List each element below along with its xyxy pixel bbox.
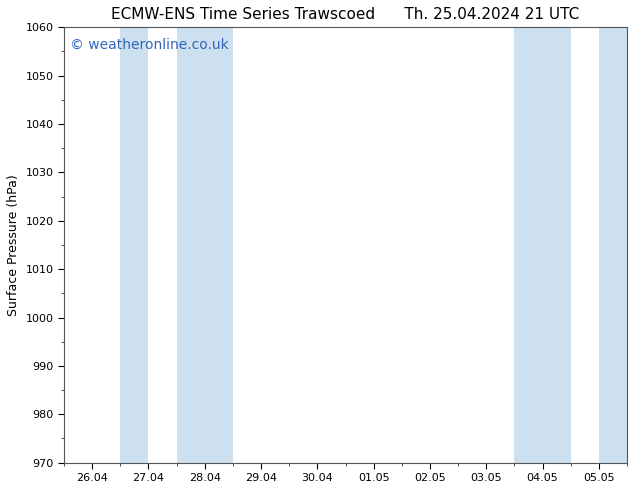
Title: ECMW-ENS Time Series Trawscoed      Th. 25.04.2024 21 UTC: ECMW-ENS Time Series Trawscoed Th. 25.04… [112,7,579,22]
Bar [120,27,148,463]
Bar [177,27,233,463]
Bar [514,27,571,463]
Y-axis label: Surface Pressure (hPa): Surface Pressure (hPa) [7,174,20,316]
Bar [599,27,627,463]
Text: © weatheronline.co.uk: © weatheronline.co.uk [70,38,228,52]
